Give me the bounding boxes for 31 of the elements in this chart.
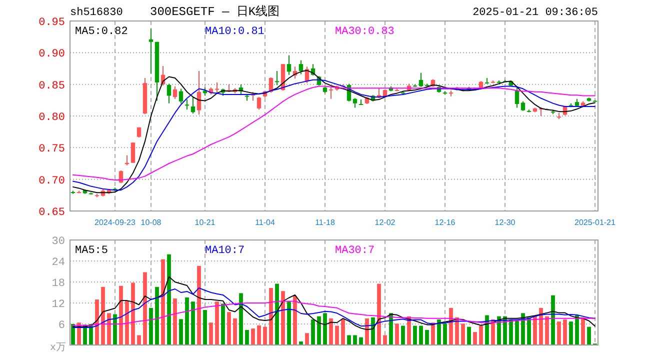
y-tick-label: 12 — [52, 299, 65, 311]
y-tick-label: 0.90 — [38, 48, 65, 61]
x-tick-label: 12-16 — [434, 218, 456, 227]
text: MA30:0.83 — [335, 26, 394, 38]
y-tick-label: 0.70 — [38, 175, 65, 188]
y-tick-label: 0.85 — [38, 80, 65, 92]
x-tick-label: 11-18 — [315, 218, 336, 227]
y-tick-label: 18 — [52, 278, 65, 290]
x-tick-label: 2025-01-21 — [574, 218, 616, 227]
x-tick-label: 12-02 — [374, 218, 396, 227]
text: MA5:0.82 — [75, 26, 128, 38]
chart-subtitle: sh516830 — [70, 7, 123, 19]
y-tick-label: 0.95 — [38, 17, 65, 29]
text: MA10:7 — [205, 245, 245, 257]
y-axis-title: x万 — [50, 342, 66, 354]
x-tick-label: 10-21 — [194, 218, 216, 227]
x-tick-label: 2024-09-23 — [94, 218, 136, 227]
y-tick-label: 6 — [58, 320, 65, 332]
chart-title: 300ESGETF — 日K线图 — [150, 5, 280, 19]
text: MA10:0.81 — [205, 26, 265, 38]
x-tick-label: 10-08 — [140, 218, 162, 227]
y-tick-label: 24 — [52, 257, 66, 269]
x-tick-label: 11-04 — [255, 218, 276, 227]
y-tick-label: 0.80 — [38, 112, 65, 124]
text: 2025-01-21 09:36:05 — [472, 7, 598, 19]
x-tick-label: 12-30 — [494, 218, 516, 227]
text: MA30:7 — [335, 245, 375, 257]
y-tick-label: 0.75 — [38, 144, 65, 156]
y-tick-label: 0.65 — [38, 207, 65, 219]
text: MA5:5 — [75, 245, 108, 257]
y-tick-label: 30 — [52, 236, 65, 248]
